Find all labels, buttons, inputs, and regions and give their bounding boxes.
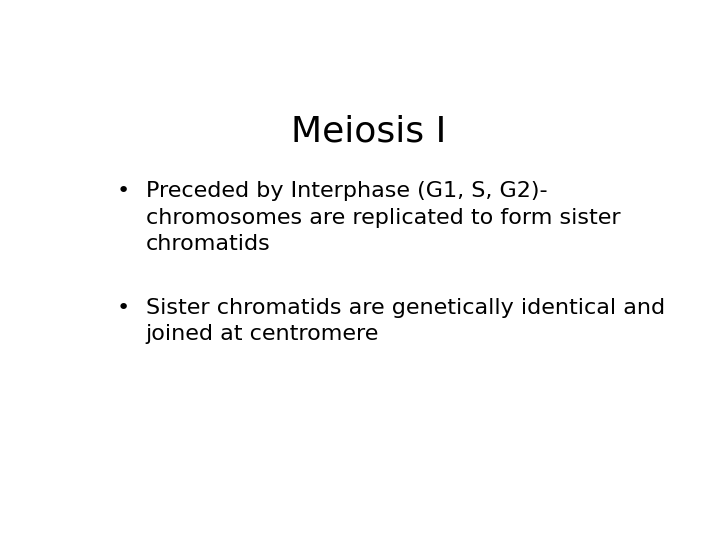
Text: Meiosis I: Meiosis I: [292, 114, 446, 148]
Text: Preceded by Interphase (G1, S, G2)-
chromosomes are replicated to form sister
ch: Preceded by Interphase (G1, S, G2)- chro…: [145, 181, 621, 254]
Text: •: •: [117, 298, 130, 318]
Text: Sister chromatids are genetically identical and
joined at centromere: Sister chromatids are genetically identi…: [145, 298, 665, 344]
Text: •: •: [117, 181, 130, 201]
